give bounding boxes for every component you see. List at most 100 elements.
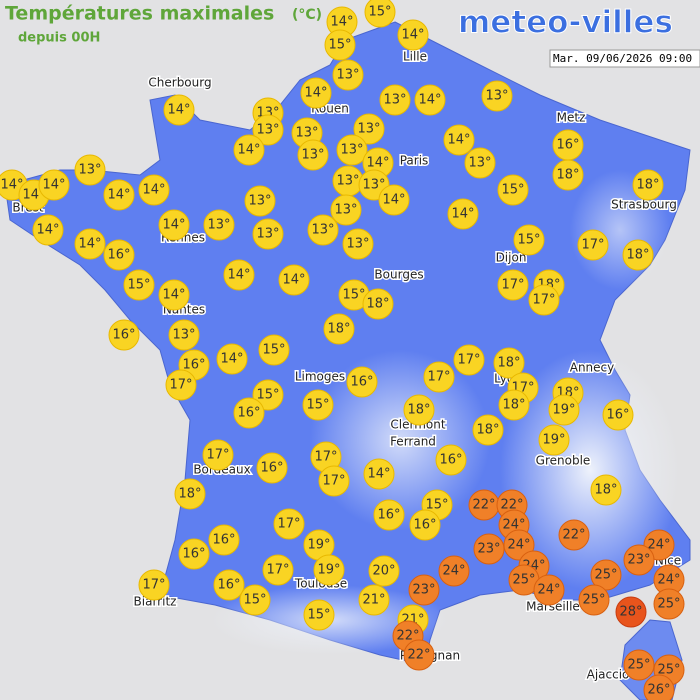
temp-value: 22° xyxy=(472,498,495,513)
temp-circle xyxy=(453,344,485,376)
temp-marker: 13° xyxy=(297,139,329,171)
temp-marker: 28° xyxy=(615,596,647,628)
temp-marker: 16° xyxy=(602,399,634,431)
temp-value: 15° xyxy=(262,343,285,358)
temp-circle xyxy=(123,269,155,301)
temp-value: 14° xyxy=(107,188,130,203)
temp-marker: 13° xyxy=(464,147,496,179)
temp-circle xyxy=(203,209,235,241)
temp-marker: 14° xyxy=(138,174,170,206)
temp-marker: 15° xyxy=(302,389,334,421)
temp-marker: 15° xyxy=(123,269,155,301)
temp-circle xyxy=(590,474,622,506)
temp-value: 17° xyxy=(427,370,450,385)
temp-circle xyxy=(346,366,378,398)
title: Températures maximales xyxy=(5,3,274,25)
temp-value: 13° xyxy=(256,123,279,138)
temp-marker: 14° xyxy=(378,184,410,216)
temp-value: 19° xyxy=(307,538,330,553)
temp-marker: 24° xyxy=(438,555,470,587)
temp-value: 13° xyxy=(256,227,279,242)
temp-marker: 13° xyxy=(332,165,364,197)
temp-value: 18° xyxy=(594,483,617,498)
temp-value: 16° xyxy=(107,248,130,263)
temp-marker: 19° xyxy=(303,529,335,561)
temp-value: 14° xyxy=(227,268,250,283)
temp-value: 17° xyxy=(501,278,524,293)
temp-value: 14° xyxy=(0,178,23,193)
temp-value: 17° xyxy=(169,378,192,393)
temp-value: 15° xyxy=(243,593,266,608)
temp-circle xyxy=(653,588,685,620)
temp-value: 18° xyxy=(626,248,649,263)
temp-marker: 15° xyxy=(258,334,290,366)
temp-marker: 18° xyxy=(472,414,504,446)
temp-value: 24° xyxy=(647,538,670,553)
temp-value: 24° xyxy=(502,518,525,533)
temp-marker: 13° xyxy=(330,194,362,226)
temp-circle xyxy=(558,519,590,551)
temp-circle xyxy=(363,458,395,490)
temp-circle xyxy=(481,80,513,112)
title-unit: (°C) xyxy=(292,7,322,23)
temp-value: 13° xyxy=(334,203,357,218)
subtitle: depuis 00H xyxy=(18,31,100,46)
temp-value: 14° xyxy=(382,193,405,208)
temp-circle xyxy=(303,599,335,631)
city-label: Metz xyxy=(557,111,586,125)
temp-circle xyxy=(602,399,634,431)
relief xyxy=(500,350,680,590)
temp-circle xyxy=(163,94,195,126)
temp-value: 13° xyxy=(207,218,230,233)
temp-circle xyxy=(498,389,530,421)
temp-circle xyxy=(252,114,284,146)
temp-value: 14° xyxy=(304,86,327,101)
temp-circle xyxy=(342,228,374,260)
temp-circle xyxy=(74,154,106,186)
temp-marker: 15° xyxy=(239,584,271,616)
temp-marker: 18° xyxy=(632,169,664,201)
temp-value: 17° xyxy=(277,517,300,532)
temp-circle xyxy=(353,113,385,145)
city-label: Cherbourg xyxy=(148,76,211,90)
temp-circle xyxy=(623,544,655,576)
temp-marker: 13° xyxy=(342,228,374,260)
temp-value: 25° xyxy=(512,573,535,588)
temp-value: 13° xyxy=(78,163,101,178)
temp-circle xyxy=(447,198,479,230)
temp-circle xyxy=(239,584,271,616)
temp-circle xyxy=(497,174,529,206)
temp-value: 16° xyxy=(212,533,235,548)
temp-value: 13° xyxy=(468,156,491,171)
temp-circle xyxy=(528,284,560,316)
temperature-markers: 14°15°15°14°13°14°14° 13°13° 13°13° 14° 13°1… xyxy=(0,0,685,700)
temp-value: 16° xyxy=(182,547,205,562)
temp-marker: 15° xyxy=(364,0,396,28)
temp-value: 14° xyxy=(142,183,165,198)
temp-value: 17° xyxy=(266,563,289,578)
temp-marker: 16° xyxy=(256,452,288,484)
temp-value: 15° xyxy=(307,608,330,623)
temp-marker: 23° xyxy=(473,533,505,565)
temp-value: 14° xyxy=(36,223,59,238)
city-label: Paris xyxy=(400,154,429,168)
temp-value: 13° xyxy=(346,237,369,252)
temp-marker: 23° xyxy=(623,544,655,576)
temp-circle xyxy=(202,439,234,471)
timestamp: Mar. 09/06/2026 09:00 xyxy=(553,52,692,65)
temp-marker: 15° xyxy=(513,224,545,256)
temp-circle xyxy=(258,334,290,366)
temp-circle xyxy=(408,574,440,606)
temp-marker: 19° xyxy=(548,394,580,426)
temp-marker: 20° xyxy=(368,555,400,587)
temp-marker: 14° xyxy=(0,169,28,201)
temp-circle xyxy=(397,19,429,51)
temp-value: 18° xyxy=(497,356,520,371)
city-label: Ajaccio xyxy=(587,668,630,682)
temp-circle xyxy=(256,452,288,484)
temp-circle xyxy=(38,169,70,201)
temp-value: 15° xyxy=(256,388,279,403)
temp-marker: 14° xyxy=(216,343,248,375)
